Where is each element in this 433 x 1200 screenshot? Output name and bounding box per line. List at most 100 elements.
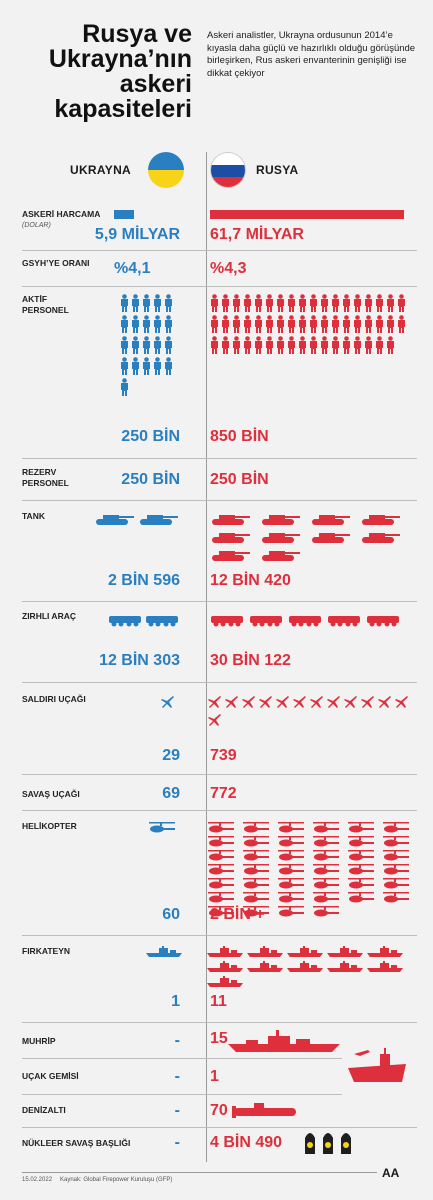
soldier-icon [376, 294, 383, 312]
soldier-icon [365, 315, 372, 333]
ukraine-helicopter-icons [148, 822, 182, 836]
soldier-icon [132, 315, 139, 333]
attack-jet-icon [208, 696, 221, 708]
soldier-icon [299, 336, 306, 354]
frigate-icon [287, 946, 323, 957]
attack-jet-icon [161, 696, 174, 708]
tank-icon [140, 515, 178, 525]
row-divider [22, 935, 417, 936]
helicopter-icon [243, 878, 269, 889]
soldier-icon [233, 315, 240, 333]
row-label-spending: ASKERİ HARCAMA (DOLAR) [22, 209, 101, 229]
helicopter-icon [313, 836, 339, 847]
row-divider [22, 1094, 342, 1095]
russia-tank-value: 12 BİN 420 [210, 572, 291, 589]
soldier-icon [154, 315, 161, 333]
ukraine-armored-value: 12 BİN 303 [99, 652, 180, 669]
soldier-icon [165, 294, 172, 312]
soldier-icon [222, 315, 229, 333]
page-title: Rusya ve Ukrayna’nın askeri kapasiteleri [48, 20, 192, 123]
row-label-tank: TANK [22, 511, 45, 521]
soldier-icon [165, 357, 172, 375]
russia-soldier-icons [210, 294, 408, 357]
russia-helicopter-icons [207, 822, 417, 920]
center-divider [206, 152, 207, 1162]
nuclear-warhead-icon [305, 1133, 351, 1154]
soldier-icon [266, 336, 273, 354]
armored-vehicle-icon [109, 616, 141, 627]
footer-source: Kaynak: Global Firepower Kuruluşu (GFP) [60, 1177, 173, 1183]
soldier-icon [143, 294, 150, 312]
soldier-icon [222, 294, 229, 312]
attack-jet-icon [276, 696, 289, 708]
helicopter-icon [348, 878, 374, 889]
soldier-icon [121, 378, 128, 396]
tank-icon [312, 533, 350, 543]
armored-vehicle-icon [211, 616, 243, 627]
tank-icon [362, 533, 400, 543]
attack-jet-icon [242, 696, 255, 708]
russia-armored-value: 30 BİN 122 [210, 652, 291, 669]
helicopter-icon [313, 822, 339, 833]
row-divider [22, 286, 417, 287]
soldier-icon [165, 336, 172, 354]
soldier-icon [143, 315, 150, 333]
frigate-icon [146, 946, 182, 957]
soldier-icon [310, 315, 317, 333]
row-label-nuclear: NÜKLEER SAVAŞ BAŞLIĞI [22, 1138, 131, 1148]
soldier-icon [387, 294, 394, 312]
helicopter-icon [278, 864, 304, 875]
helicopter-icon [278, 892, 304, 903]
soldier-icon [121, 315, 128, 333]
russia-submarine-value: 70 [210, 1102, 228, 1119]
tank-icon [96, 515, 134, 525]
soldier-icon [277, 294, 284, 312]
russia-carrier-icon [348, 1048, 406, 1082]
helicopter-icon [208, 906, 234, 917]
row-divider [22, 601, 417, 602]
soldier-icon [332, 294, 339, 312]
helicopter-icon [313, 864, 339, 875]
frigate-icon [327, 961, 363, 972]
frigate-icon [207, 946, 243, 957]
helicopter-icon [243, 864, 269, 875]
frigate-icon [247, 961, 283, 972]
soldier-icon [255, 315, 262, 333]
row-divider [22, 1022, 417, 1023]
ukraine-helicopter-value: 60 [162, 906, 180, 923]
russia-attack-value: 739 [210, 747, 237, 764]
soldier-icon [121, 357, 128, 375]
row-divider [22, 682, 417, 683]
russia-nuclear-value: 4 BİN 490 [210, 1134, 283, 1151]
frigate-icon [327, 946, 363, 957]
russia-helicopter-value: 2 BİN + [210, 906, 265, 923]
footer-line [22, 1172, 377, 1173]
attack-jet-icon [378, 696, 391, 708]
row-divider [22, 1127, 417, 1128]
helicopter-icon [208, 878, 234, 889]
row-label-gdp: GSYH’YE ORANI [22, 258, 90, 268]
helicopter-icon [383, 836, 409, 847]
soldier-icon [310, 336, 317, 354]
row-label-active: AKTİF PERSONEL [22, 294, 69, 315]
russia-fighter-value: 772 [210, 785, 237, 802]
helicopter-icon [313, 850, 339, 861]
soldier-icon [143, 357, 150, 375]
russia-destroyer-value: 15 [210, 1030, 228, 1047]
helicopter-icon [278, 850, 304, 861]
soldier-icon [365, 294, 372, 312]
ukraine-spending-value: 5,9 MİLYAR [94, 226, 180, 243]
frigate-icon [367, 946, 403, 957]
ukraine-tank-icons [94, 512, 184, 530]
helicopter-icon [383, 892, 409, 903]
russia-attack-jet-icons [207, 695, 417, 731]
ukraine-fighter-value: 69 [162, 785, 180, 802]
russia-active-value: 850 BİN [210, 428, 269, 445]
row-divider [22, 500, 417, 501]
soldier-icon [398, 315, 405, 333]
soldier-icon [299, 294, 306, 312]
soldier-icon [211, 315, 218, 333]
row-label-armored: ZIRHLI ARAÇ [22, 611, 76, 621]
soldier-icon [255, 294, 262, 312]
russia-submarine-icon [232, 1103, 296, 1118]
